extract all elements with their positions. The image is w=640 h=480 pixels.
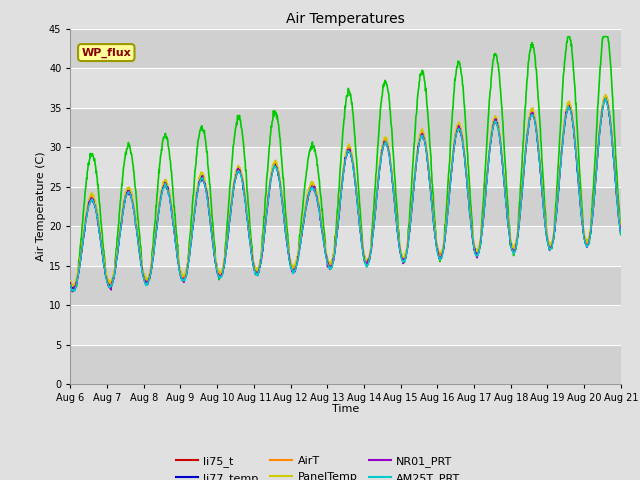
Bar bbox=[70, 226, 621, 265]
li75_t bbox=[380, 139, 388, 144]
Tsonic bbox=[380, 81, 388, 87]
Bar bbox=[70, 305, 621, 345]
AirT bbox=[70, 284, 78, 290]
PanelTemp bbox=[300, 211, 308, 217]
Tsonic bbox=[300, 187, 308, 193]
AM25T_PRT bbox=[132, 222, 140, 228]
li75_t bbox=[300, 214, 308, 220]
li77_temp bbox=[601, 95, 609, 100]
PanelTemp bbox=[312, 185, 319, 191]
AirT bbox=[109, 276, 117, 281]
li75_t bbox=[67, 280, 74, 286]
Tsonic bbox=[132, 188, 140, 193]
li77_temp bbox=[70, 287, 78, 293]
Tsonic bbox=[564, 34, 572, 39]
Line: li77_temp: li77_temp bbox=[70, 97, 621, 290]
AM25T_PRT bbox=[312, 192, 319, 197]
AirT bbox=[602, 93, 610, 98]
AM25T_PRT bbox=[602, 96, 609, 101]
AM25T_PRT bbox=[109, 276, 117, 282]
Tsonic bbox=[69, 288, 77, 294]
Tsonic bbox=[67, 284, 74, 290]
NR01_PRT bbox=[617, 230, 625, 236]
li75_t bbox=[109, 277, 117, 283]
NR01_PRT bbox=[67, 280, 74, 286]
li75_t bbox=[322, 251, 330, 256]
li77_temp bbox=[617, 230, 625, 236]
AM25T_PRT bbox=[617, 231, 625, 237]
Bar bbox=[70, 187, 621, 226]
Bar bbox=[70, 68, 621, 108]
AirT bbox=[300, 211, 308, 217]
NR01_PRT bbox=[602, 96, 609, 101]
li75_t bbox=[617, 229, 625, 235]
PanelTemp bbox=[602, 92, 609, 97]
Bar bbox=[70, 147, 621, 187]
PanelTemp bbox=[617, 226, 625, 232]
Tsonic bbox=[312, 152, 319, 157]
li75_t bbox=[602, 95, 609, 100]
Line: AM25T_PRT: AM25T_PRT bbox=[70, 98, 621, 291]
Bar bbox=[70, 345, 621, 384]
li77_temp bbox=[67, 280, 74, 286]
AM25T_PRT bbox=[380, 142, 388, 148]
Line: li75_t: li75_t bbox=[70, 97, 621, 289]
X-axis label: Time: Time bbox=[332, 405, 359, 414]
li77_temp bbox=[109, 276, 117, 282]
AirT bbox=[132, 216, 140, 222]
AM25T_PRT bbox=[300, 215, 308, 220]
li77_temp bbox=[300, 212, 308, 218]
AirT bbox=[380, 138, 388, 144]
Title: Air Temperatures: Air Temperatures bbox=[286, 12, 405, 26]
PanelTemp bbox=[380, 136, 388, 142]
NR01_PRT bbox=[109, 275, 117, 280]
AM25T_PRT bbox=[322, 252, 330, 258]
PanelTemp bbox=[67, 278, 74, 284]
Bar bbox=[70, 0, 621, 29]
Bar bbox=[70, 108, 621, 147]
AirT bbox=[617, 228, 625, 234]
Text: WP_flux: WP_flux bbox=[81, 48, 131, 58]
NR01_PRT bbox=[68, 289, 76, 295]
NR01_PRT bbox=[300, 214, 308, 220]
AirT bbox=[312, 188, 319, 193]
AirT bbox=[322, 248, 330, 254]
PanelTemp bbox=[69, 283, 77, 289]
li77_temp bbox=[132, 218, 140, 224]
PanelTemp bbox=[132, 215, 140, 220]
NR01_PRT bbox=[312, 191, 319, 197]
AirT bbox=[67, 279, 74, 285]
Line: Tsonic: Tsonic bbox=[70, 36, 621, 291]
li77_temp bbox=[322, 251, 330, 257]
AM25T_PRT bbox=[67, 282, 74, 288]
NR01_PRT bbox=[132, 221, 140, 227]
Tsonic bbox=[109, 276, 117, 282]
Tsonic bbox=[322, 251, 330, 256]
PanelTemp bbox=[322, 247, 330, 252]
li77_temp bbox=[380, 139, 388, 144]
Line: PanelTemp: PanelTemp bbox=[70, 95, 621, 286]
Bar bbox=[70, 265, 621, 305]
Tsonic bbox=[617, 232, 625, 238]
li77_temp bbox=[312, 190, 319, 195]
PanelTemp bbox=[109, 272, 117, 278]
Line: AirT: AirT bbox=[70, 96, 621, 287]
Bar bbox=[70, 29, 621, 68]
Line: NR01_PRT: NR01_PRT bbox=[70, 98, 621, 292]
li75_t bbox=[132, 220, 140, 226]
li75_t bbox=[70, 287, 77, 292]
Y-axis label: Air Temperature (C): Air Temperature (C) bbox=[36, 152, 46, 261]
Legend: li75_t, li77_temp, Tsonic, AirT, PanelTemp, NR01_PRT, AM25T_PRT: li75_t, li77_temp, Tsonic, AirT, PanelTe… bbox=[171, 452, 465, 480]
AM25T_PRT bbox=[71, 288, 79, 294]
NR01_PRT bbox=[322, 250, 330, 255]
li75_t bbox=[312, 192, 319, 198]
NR01_PRT bbox=[380, 138, 388, 144]
